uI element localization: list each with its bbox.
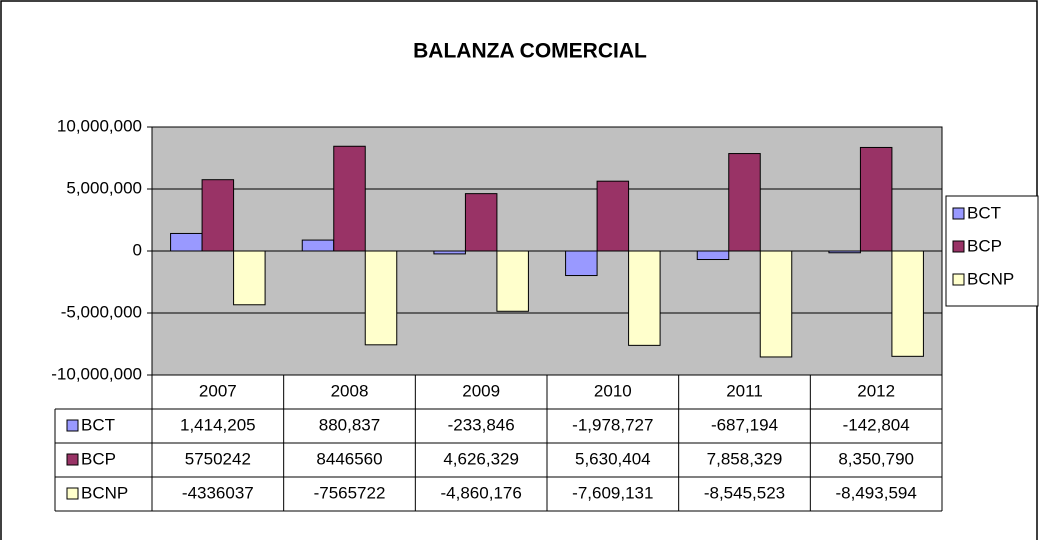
legend-label: BCNP [967,269,1014,288]
legend-key [952,207,965,220]
bar [464,193,498,252]
table-value: -1,978,727 [572,415,653,434]
bar [233,250,266,306]
table-value: 5,630,404 [575,449,651,468]
table-value: -4,860,176 [441,483,522,502]
table-series-label: BCP [81,449,116,468]
x-tick-label: 2011 [726,381,763,400]
table-key [66,419,79,432]
legend-key [952,273,965,286]
bar [728,153,761,252]
table-value: 4,626,329 [443,449,519,468]
x-tick-label: 2009 [462,381,500,400]
bar [565,250,598,277]
bar [496,250,529,312]
table-series-label: BCNP [81,483,128,502]
y-tick-label: 5,000,000 [66,178,142,197]
table-value: -8,493,594 [836,483,917,502]
table-key [66,487,79,500]
table-series-label: BCT [81,415,115,434]
x-tick-label: 2012 [857,381,895,400]
y-tick-label: 0 [133,240,142,259]
bar [333,145,366,252]
table-value: -142,804 [843,415,910,434]
bar [759,250,793,358]
table-value: -7,609,131 [572,483,653,502]
bar [170,232,203,252]
y-tick-label: -10,000,000 [51,364,142,383]
bar [201,179,235,252]
bar [891,250,924,357]
bar [596,180,630,252]
y-tick-label: 10,000,000 [57,116,142,135]
table-value: -7565722 [314,483,386,502]
table-value: -233,846 [448,415,515,434]
legend-label: BCP [967,236,1002,255]
table-value: 8446560 [316,449,382,468]
bar [301,239,335,252]
bar [433,250,466,255]
chart-title: BALANZA COMERCIAL [413,40,647,63]
table-value: 8,350,790 [838,449,914,468]
table-value: -4336037 [182,483,254,502]
table-key [66,453,79,466]
table-value: -687,194 [711,415,778,434]
bar [628,250,661,346]
table-value: -8,545,523 [704,483,785,502]
bar [828,250,861,254]
legend-label: BCT [967,203,1001,222]
bar [364,250,398,346]
bar [859,146,893,252]
x-tick-label: 2007 [199,381,237,400]
table-value: 880,837 [319,415,380,434]
table-value: 1,414,205 [180,415,256,434]
legend-key [952,240,965,253]
bar [696,250,730,261]
x-tick-label: 2010 [594,381,632,400]
y-tick-label: -5,000,000 [61,302,142,321]
x-tick-label: 2008 [331,381,369,400]
table-value: 5750242 [185,449,251,468]
table-value: 7,858,329 [707,449,783,468]
